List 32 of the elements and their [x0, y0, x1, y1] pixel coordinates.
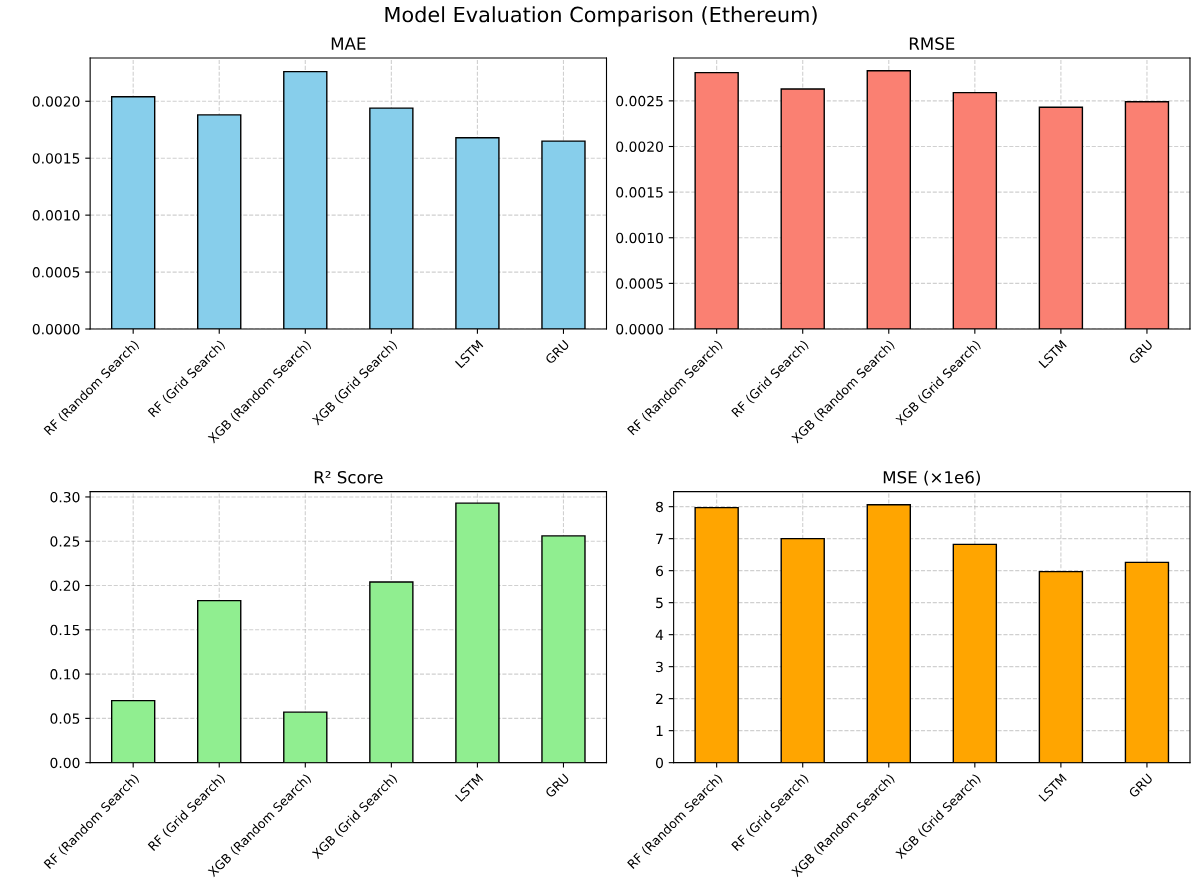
y-tick-label: 5: [656, 597, 663, 609]
y-tick-label: 8: [656, 501, 663, 513]
chart-title: MAE: [331, 37, 366, 50]
y-tick-label: 1: [656, 725, 663, 736]
y-tick-label: 0.15: [50, 624, 80, 636]
chart-title: RMSE: [909, 37, 955, 50]
y-tick-label: 2: [656, 693, 663, 704]
y-tick-label: 0.0005: [616, 278, 663, 289]
y-tick-label: 0.10: [50, 669, 80, 680]
y-tick-label: 0.0020: [616, 141, 663, 152]
y-tick-label: 0.0020: [32, 96, 80, 107]
chart-title: MSE (×1e6): [883, 470, 980, 486]
y-tick-label: 0.0010: [616, 232, 663, 244]
y-tick-label: 0: [655, 757, 663, 769]
y-tick-label: 0.25: [50, 536, 80, 547]
y-tick-label: 0.20: [50, 580, 80, 591]
y-tick-label: 6: [656, 565, 664, 577]
y-tick-label: 0.0025: [616, 95, 663, 107]
y-tick-label: 4: [655, 629, 664, 640]
text: Model Evaluation Comparison (Ethereum): [385, 6, 817, 27]
y-tick-label: 0.0005: [32, 267, 80, 278]
y-tick-label: 0.0010: [32, 210, 80, 221]
chart-title: R² Score: [314, 470, 383, 484]
y-tick-label: 0.0000: [616, 323, 663, 335]
y-tick-label: 0.05: [50, 713, 80, 724]
y-tick-label: 7: [656, 533, 663, 544]
y-tick-label: 0.0000: [32, 323, 80, 335]
y-tick-label: 0.0015: [32, 153, 80, 164]
y-tick-label: 0.0015: [616, 187, 663, 198]
y-tick-label: 0.30: [50, 491, 80, 503]
y-tick-label: 0.00: [50, 757, 80, 769]
y-tick-label: 3: [656, 661, 663, 673]
